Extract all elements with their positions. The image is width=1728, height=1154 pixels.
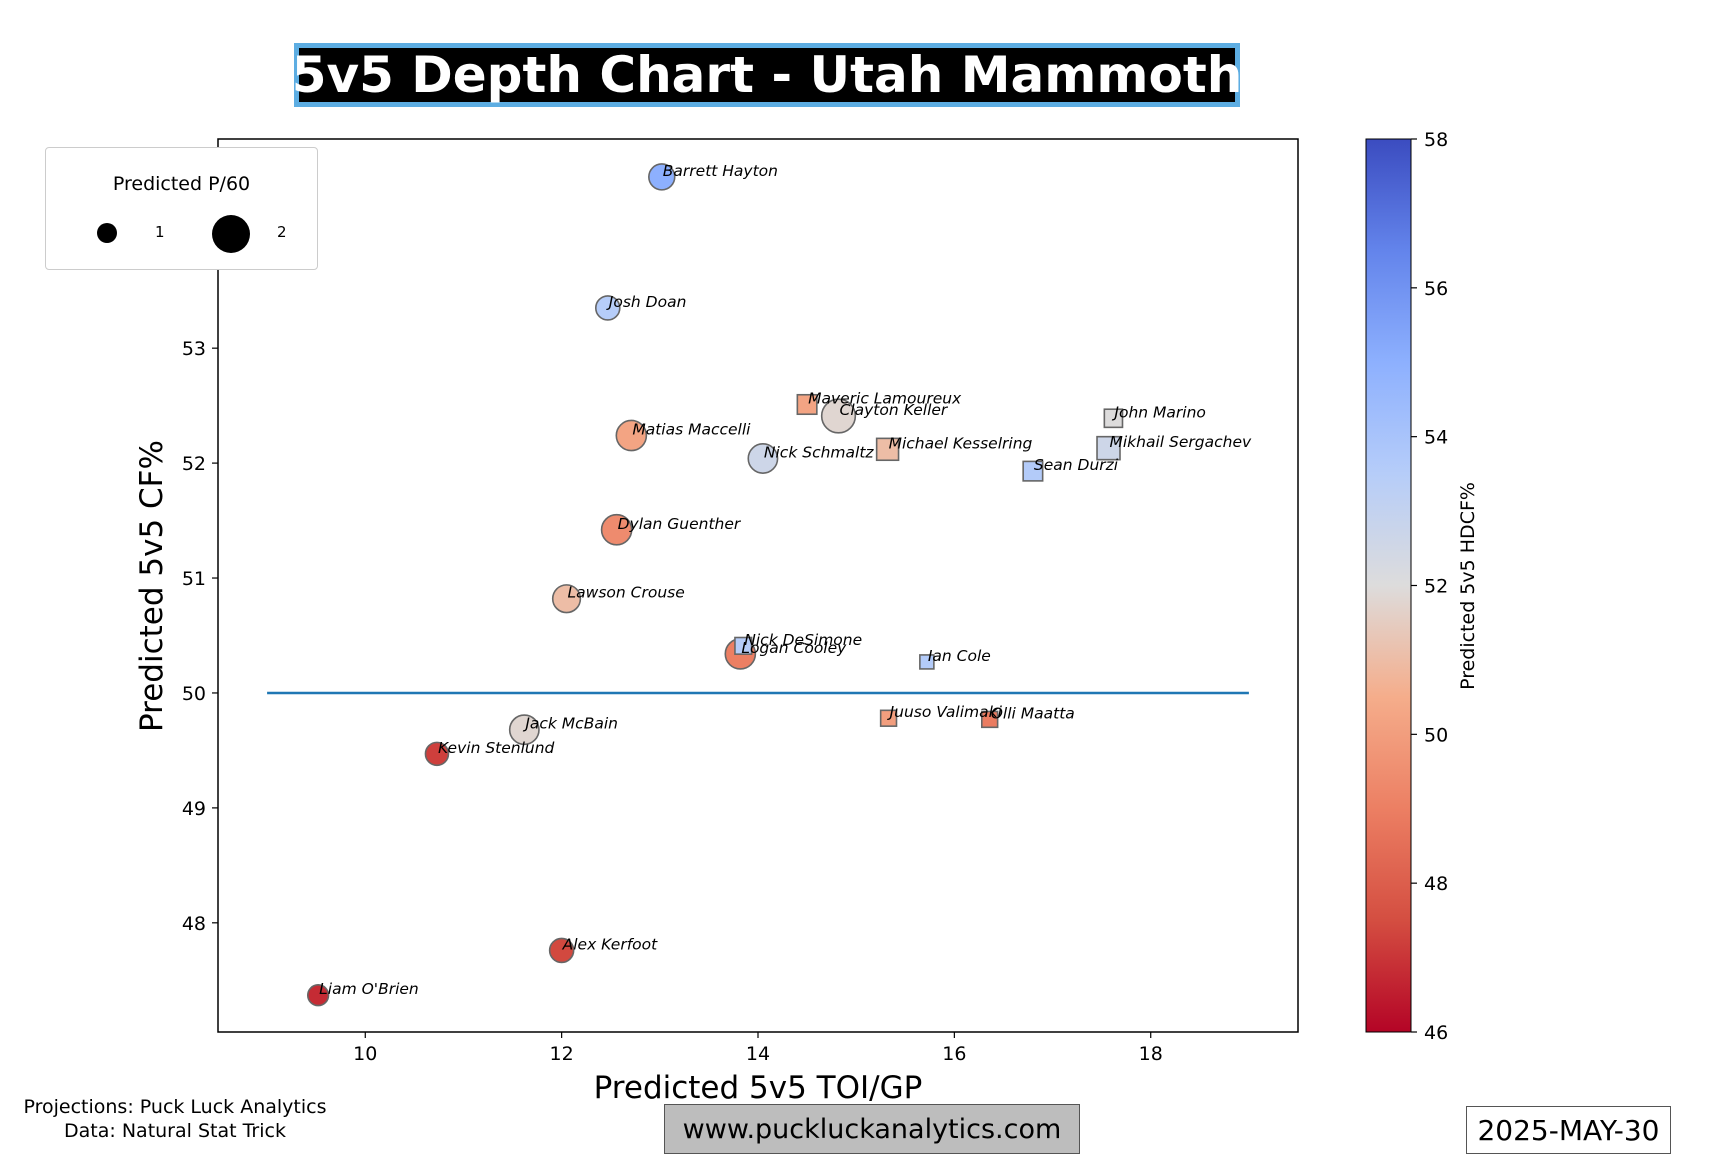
point-label-dylan-guenther: Dylan Guenther: [618, 515, 742, 533]
colorbar-tick-label: 48: [1424, 873, 1448, 895]
source-projections: Projections: Puck Luck Analytics: [23, 1096, 327, 1118]
point-label-juuso-valimaki: Juuso Valimaki: [887, 703, 1003, 721]
legend-marker-large: [212, 215, 250, 253]
colorbar: [1365, 138, 1412, 1033]
point-dylan-guenther: [600, 513, 633, 546]
point-label-sean-durzi: Sean Durzi: [1034, 456, 1119, 474]
point-josh-doan: [594, 295, 621, 321]
website-badge: www.puckluckanalytics.com: [664, 1104, 1080, 1154]
point-matias-maccelli: [615, 419, 648, 452]
colorbar-tick-label: 50: [1424, 724, 1448, 746]
point-label-logan-cooley: Logan Cooley: [741, 639, 847, 657]
colorbar-label: Predicted 5v5 HDCF%: [1457, 482, 1479, 690]
point-label-clayton-keller: Clayton Keller: [840, 401, 949, 419]
point-label-ian-cole: Ian Cole: [928, 647, 991, 665]
point-label-nick-desimone: Nick DeSimone: [744, 631, 862, 649]
point-label-kevin-stenlund: Kevin Stenlund: [438, 739, 555, 757]
point-john-marino: [1103, 408, 1124, 429]
website-text: www.puckluckanalytics.com: [682, 1113, 1062, 1145]
x-tick-label: 10: [353, 1043, 377, 1065]
colorbar-tick-label: 52: [1424, 576, 1448, 598]
x-tick-label: 12: [550, 1043, 574, 1065]
point-sean-durzi: [1022, 460, 1044, 482]
x-tick-label: 16: [942, 1043, 966, 1065]
legend-marker-small: [97, 223, 117, 243]
colorbar-tick-label: 54: [1424, 427, 1448, 449]
point-barrett-hayton: [648, 163, 676, 191]
point-label-maveric-lamoureux: Maveric Lamoureux: [808, 389, 962, 407]
point-label-matias-maccelli: Matias Maccelli: [632, 421, 751, 439]
point-label-jack-mcbain: Jack McBain: [522, 715, 618, 733]
point-label-michael-kesselring: Michael Kesselring: [889, 434, 1033, 452]
date-badge: 2025-MAY-30: [1466, 1106, 1671, 1154]
y-tick-label: 50: [182, 683, 206, 705]
y-tick-label: 49: [182, 798, 206, 820]
legend-title: Predicted P/60: [112, 173, 251, 195]
point-maveric-lamoureux: [796, 393, 818, 416]
point-kevin-stenlund: [424, 741, 450, 767]
colorbar-tick-label: 46: [1424, 1022, 1448, 1044]
legend-label-1: 1: [155, 223, 165, 241]
point-nick-schmaltz: [747, 443, 779, 474]
point-label-nick-schmaltz: Nick Schmaltz: [764, 444, 874, 462]
point-nick-desimone: [734, 636, 753, 655]
date-text: 2025-MAY-30: [1477, 1113, 1660, 1147]
point-label-josh-doan: Josh Doan: [606, 293, 687, 311]
point-label-barrett-hayton: Barrett Hayton: [663, 162, 778, 180]
y-tick-label: 52: [182, 453, 206, 475]
x-axis-label: Predicted 5v5 TOI/GP: [594, 1070, 923, 1106]
point-lawson-crouse: [551, 584, 582, 614]
legend-label-2: 2: [277, 223, 287, 241]
size-legend: Predicted P/60: [45, 147, 318, 270]
y-tick-label: 53: [182, 338, 206, 360]
point-michael-kesselring: [875, 437, 900, 462]
x-tick-label: 18: [1139, 1043, 1163, 1065]
source-data: Data: Natural Stat Trick: [64, 1120, 286, 1142]
chart-title: 5v5 Depth Chart - Utah Mammoth: [291, 46, 1243, 104]
point-juuso-valimaki: [879, 709, 898, 727]
y-tick-label: 48: [182, 913, 206, 935]
point-mikhail-sergachev: [1096, 435, 1121, 461]
y-axis-label: Predicted 5v5 CF%: [134, 440, 170, 732]
point-label-alex-kerfoot: Alex Kerfoot: [562, 935, 658, 953]
colorbar-tick-label: 56: [1424, 278, 1448, 300]
point-jack-mcbain: [508, 714, 540, 746]
point-label-lawson-crouse: Lawson Crouse: [568, 584, 685, 602]
point-label-olli-maatta: Olli Maatta: [991, 704, 1075, 722]
point-liam-o-brien: [306, 984, 330, 1007]
colorbar-tick-label: 58: [1424, 129, 1448, 151]
chart-title-box: 5v5 Depth Chart - Utah Mammoth: [291, 43, 1243, 107]
point-ian-cole: [919, 654, 935, 670]
x-tick-label: 14: [746, 1043, 770, 1065]
point-label-liam-o-brien: Liam O'Brien: [319, 980, 419, 998]
y-tick-label: 51: [182, 568, 206, 590]
point-label-john-marino: John Marino: [1111, 403, 1206, 421]
point-clayton-keller: [820, 398, 857, 434]
plot-frame: [217, 138, 1299, 1033]
source-credits: Projections: Puck Luck Analytics Data: N…: [10, 1095, 340, 1143]
point-alex-kerfoot: [548, 937, 575, 964]
point-label-mikhail-sergachev: Mikhail Sergachev: [1110, 433, 1252, 451]
point-olli-maatta: [980, 710, 999, 729]
